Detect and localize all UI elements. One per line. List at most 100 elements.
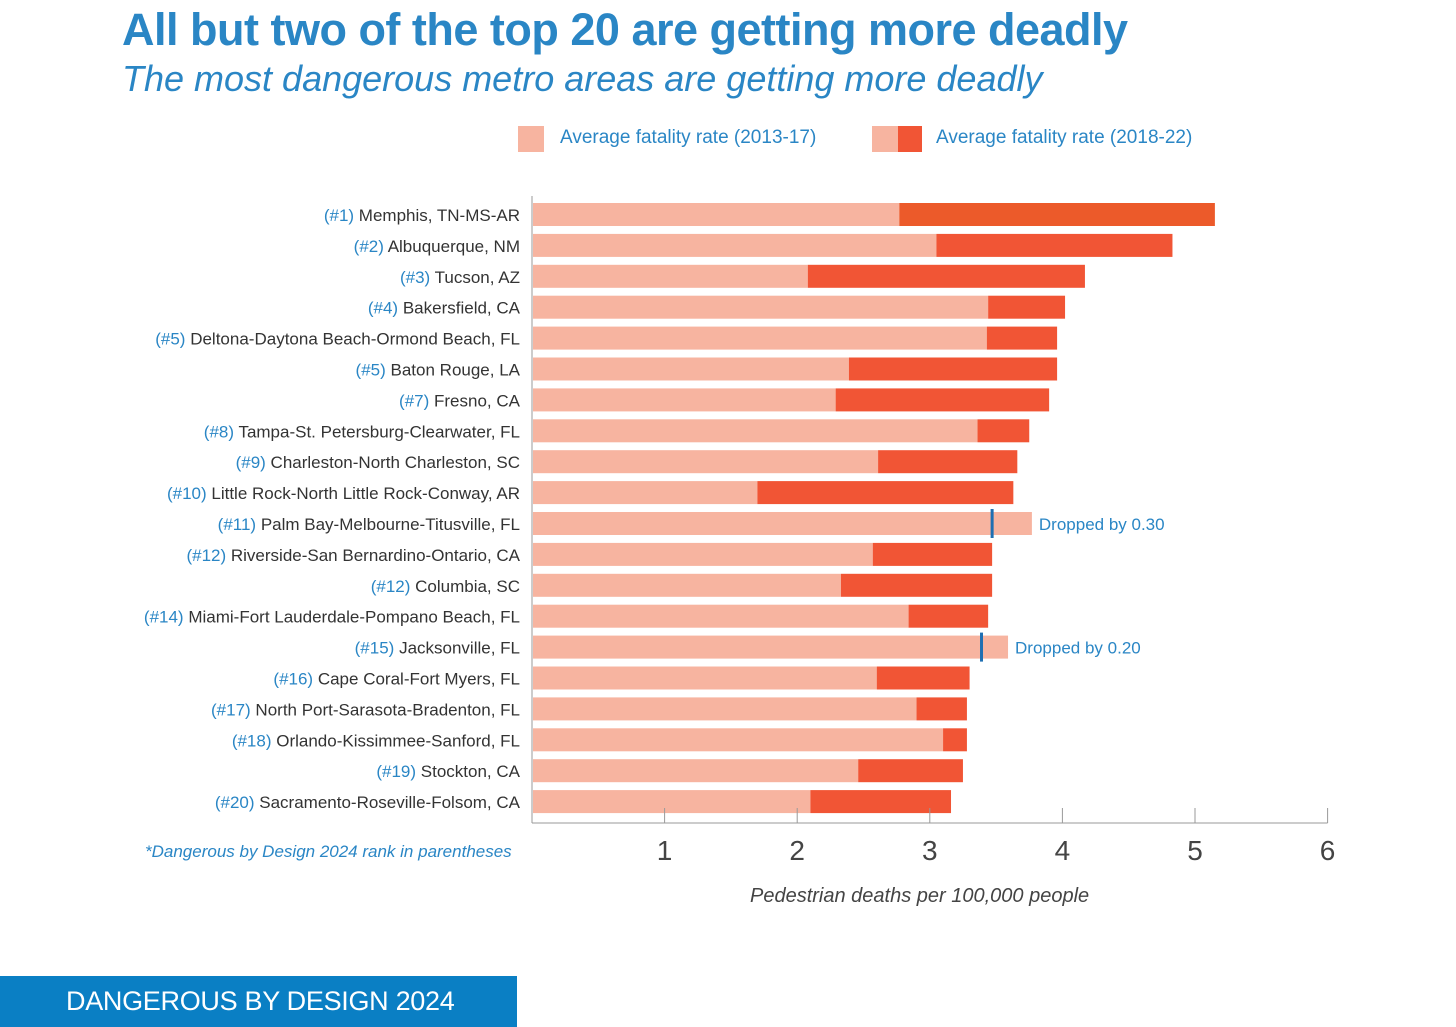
city-label: Tucson, AZ: [435, 268, 520, 287]
city-label: Baton Rouge, LA: [391, 361, 521, 380]
bar-2013-17: [533, 573, 841, 597]
rank-label: (#7): [399, 391, 434, 410]
row-label: (#3) Tucson, AZ: [400, 268, 520, 287]
rank-footnote: *Dangerous by Design 2024 rank in parent…: [145, 842, 512, 861]
x-axis-label: Pedestrian deaths per 100,000 people: [750, 885, 1090, 907]
row-label: (#9) Charleston-North Charleston, SC: [236, 453, 520, 472]
bar-2013-17: [533, 542, 873, 566]
legend-label-2018-22: Average fatality rate (2018-22): [936, 127, 1193, 148]
bar-2018-22: [872, 542, 993, 566]
row-label: (#5) Deltona-Daytona Beach-Ormond Beach,…: [155, 330, 520, 349]
rank-label: (#20): [215, 793, 259, 812]
city-label: Albuquerque, NM: [388, 237, 520, 256]
rank-label: (#1): [324, 206, 359, 225]
rank-label: (#3): [400, 268, 435, 287]
row-label: (#2) Albuquerque, NM: [354, 237, 520, 256]
city-label: Sacramento-Roseville-Folsom, CA: [259, 793, 520, 812]
city-label: Bakersfield, CA: [403, 299, 521, 318]
bar-2018-22: [936, 233, 1173, 257]
brand-banner: DANGEROUS BY DESIGN 2024: [0, 976, 517, 1027]
rank-label: (#10): [167, 484, 211, 503]
bar-2013-17: [533, 264, 808, 288]
city-label: Stockton, CA: [421, 762, 521, 781]
bar-2018-22: [858, 759, 963, 783]
rank-label: (#15): [355, 639, 399, 658]
row-label: (#18) Orlando-Kissimmee-Sanford, FL: [232, 731, 520, 750]
row-label: (#19) Stockton, CA: [376, 762, 520, 781]
row-label: (#15) Jacksonville, FL: [355, 639, 520, 658]
drop-annotation: Dropped by 0.20: [1015, 639, 1141, 658]
city-label: Jacksonville, FL: [399, 639, 520, 658]
bar-2018-22: [840, 573, 993, 597]
rank-label: (#19): [376, 762, 420, 781]
row-label: (#12) Columbia, SC: [371, 577, 520, 596]
drop-annotation: Dropped by 0.30: [1039, 515, 1165, 534]
rank-label: (#17): [211, 700, 255, 719]
row-label: (#17) North Port-Sarasota-Bradenton, FL: [211, 700, 520, 719]
bar-2018-22: [810, 790, 952, 814]
bar-2013-17: [533, 419, 978, 443]
bar-2013-17: [533, 357, 849, 381]
rank-label: (#18): [232, 731, 276, 750]
bar-2018-22: [908, 604, 989, 628]
legend-label-2013-17: Average fatality rate (2013-17): [560, 127, 817, 148]
row-label: (#20) Sacramento-Roseville-Folsom, CA: [215, 793, 521, 812]
legend-swatch-2018-22: [898, 126, 922, 152]
rank-label: (#8): [204, 422, 239, 441]
city-label: Riverside-San Bernardino-Ontario, CA: [231, 546, 521, 565]
city-label: Memphis, TN-MS-AR: [359, 206, 520, 225]
bar-2018-22: [757, 481, 1014, 505]
rank-label: (#16): [273, 670, 317, 689]
bar-2013-17: [533, 326, 987, 350]
rank-label: (#2): [354, 237, 388, 256]
city-label: Tampa-St. Petersburg-Clearwater, FL: [238, 422, 520, 441]
row-label: (#14) Miami-Fort Lauderdale-Pompano Beac…: [144, 608, 520, 627]
x-tick-label: 6: [1320, 835, 1336, 866]
bar-2018-22: [848, 357, 1058, 381]
bar-2018-22: [977, 419, 1030, 443]
x-tick-label: 4: [1055, 835, 1071, 866]
row-label: (#7) Fresno, CA: [399, 391, 521, 410]
bar-2013-17: [533, 481, 758, 505]
row-label: (#11) Palm Bay-Melbourne-Titusville, FL: [218, 515, 520, 534]
bar-2013-17: [533, 450, 879, 474]
city-label: Orlando-Kissimmee-Sanford, FL: [276, 731, 520, 750]
rank-label: (#5): [155, 330, 190, 349]
row-label: (#10) Little Rock-North Little Rock-Conw…: [167, 484, 520, 503]
rank-label: (#9): [236, 453, 271, 472]
bar-2013-17: [533, 697, 917, 721]
bar-2013-17: [533, 666, 877, 690]
banner-text: DANGEROUS BY DESIGN 2024: [66, 986, 455, 1016]
rank-label: (#5): [356, 361, 391, 380]
bar-2013-17: [533, 512, 1032, 535]
bar-2013-17: [533, 790, 811, 814]
chart-subtitle: The most dangerous metro areas are getti…: [122, 58, 1043, 99]
row-label: (#8) Tampa-St. Petersburg-Clearwater, FL: [204, 422, 520, 441]
row-label: (#5) Baton Rouge, LA: [356, 361, 521, 380]
bar-2013-17: [533, 728, 944, 752]
city-label: Little Rock-North Little Rock-Conway, AR: [211, 484, 520, 503]
bar-2018-22: [899, 203, 1215, 226]
bar-2018-22: [807, 264, 1085, 288]
x-tick-label: 1: [657, 835, 673, 866]
bar-2013-17: [533, 233, 937, 257]
city-label: Deltona-Daytona Beach-Ormond Beach, FL: [190, 330, 520, 349]
bar-2013-17: [533, 604, 909, 628]
city-label: Fresno, CA: [434, 391, 521, 410]
city-label: Palm Bay-Melbourne-Titusville, FL: [261, 515, 520, 534]
bar-2018-22: [835, 388, 1050, 412]
bar-2018-22: [876, 666, 970, 690]
city-label: Columbia, SC: [415, 577, 520, 596]
chart-title: All but two of the top 20 are getting mo…: [122, 4, 1128, 55]
city-label: Cape Coral-Fort Myers, FL: [318, 670, 520, 689]
city-label: Charleston-North Charleston, SC: [271, 453, 520, 472]
rank-label: (#12): [186, 546, 230, 565]
rank-label: (#14): [144, 608, 188, 627]
bar-2013-17: [533, 759, 859, 783]
bar-2018-22: [943, 728, 967, 752]
row-label: (#1) Memphis, TN-MS-AR: [324, 206, 520, 225]
x-tick-label: 2: [789, 835, 805, 866]
bar-2013-17: [533, 635, 1009, 659]
legend-swatch-2013-17: [518, 126, 544, 152]
